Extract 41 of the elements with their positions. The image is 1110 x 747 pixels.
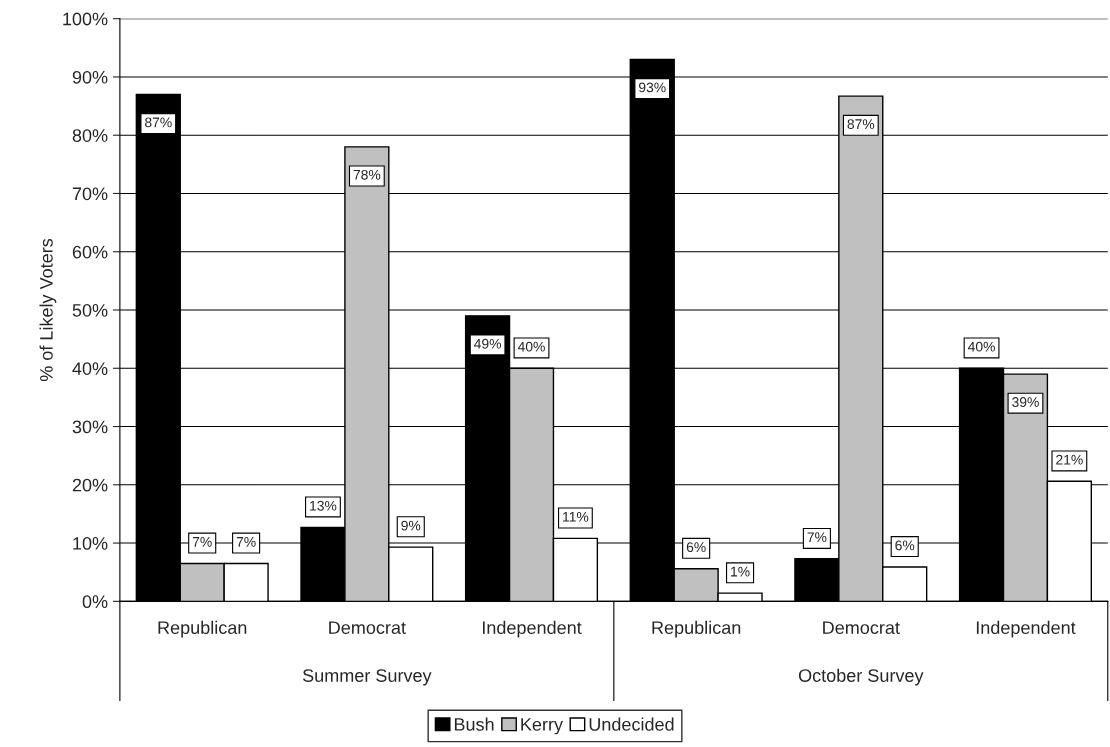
data-label: 9%	[401, 520, 421, 531]
y-tick-label: 70%	[72, 187, 108, 201]
data-label: 7%	[236, 537, 256, 547]
data-label: 7%	[807, 532, 827, 543]
x-tick-label: Independent	[482, 620, 582, 638]
legend-label: Bush	[454, 717, 494, 731]
data-label: 87%	[145, 117, 172, 128]
data-label: 11%	[563, 511, 589, 522]
y-axis-title: % of Likely Voters	[39, 238, 57, 382]
data-label: 39%	[1012, 397, 1039, 407]
data-label: 13%	[310, 500, 337, 511]
data-label: 6%	[686, 542, 706, 553]
data-label: 40%	[517, 341, 545, 352]
x-tick-label: Independent	[976, 620, 1076, 638]
data-label: 1%	[731, 566, 750, 577]
text: Summer Survey	[302, 669, 432, 686]
y-tick-label: 40%	[72, 362, 108, 375]
data-label: 21%	[1056, 454, 1083, 465]
data-label: 87%	[847, 119, 875, 130]
y-tick-label: 100%	[63, 12, 108, 26]
data-label: 78%	[353, 169, 381, 180]
legend-label: Kerry	[521, 718, 563, 735]
y-tick-label: 90%	[72, 70, 108, 84]
y-tick-label: 80%	[72, 129, 108, 142]
data-label: 7%	[192, 537, 212, 547]
x-tick-label: Democrat	[823, 621, 900, 635]
data-label: 49%	[474, 338, 501, 349]
y-tick-label: 0%	[82, 595, 108, 609]
x-tick-label: Republican	[158, 620, 247, 638]
y-tick-label: 60%	[72, 245, 108, 259]
x-tick-label: Republican	[652, 620, 741, 638]
legend-label: Undecided	[589, 717, 674, 731]
text: October Survey	[798, 668, 924, 686]
y-tick-label: 50%	[72, 303, 108, 317]
data-label: 93%	[639, 82, 666, 93]
x-tick-label: Democrat	[329, 621, 406, 635]
y-tick-label: 30%	[72, 420, 108, 434]
data-label: 6%	[895, 540, 915, 551]
y-tick-label: 10%	[73, 537, 108, 550]
y-tick-label: 20%	[72, 478, 108, 492]
data-label: 40%	[967, 341, 995, 352]
